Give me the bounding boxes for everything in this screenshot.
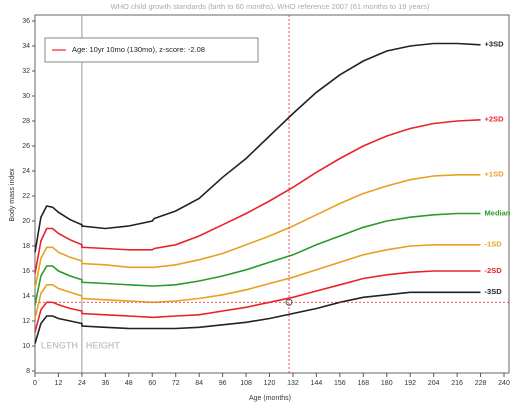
- x-tick-label: 96: [219, 380, 227, 387]
- series-line: [34, 270, 481, 333]
- legend-box: [44, 37, 259, 63]
- marker-point: [285, 298, 293, 306]
- region-label: HEIGHT: [86, 340, 121, 350]
- y-tick-label: 10: [22, 343, 30, 350]
- series-label: -1SD: [485, 240, 503, 249]
- series-label: Median: [485, 208, 511, 217]
- series-line: [34, 42, 481, 253]
- series-line: [34, 291, 481, 344]
- x-tick-label: 168: [357, 380, 369, 387]
- x-axis-label: Age (months): [249, 395, 291, 402]
- y-tick-label: 8: [26, 368, 30, 375]
- y-tick-label: 22: [22, 193, 30, 200]
- series-label: -2SD: [485, 266, 503, 275]
- series-line: [34, 119, 481, 274]
- x-tick-label: 84: [195, 380, 203, 387]
- series-line: [34, 212, 481, 305]
- series-line: [34, 244, 481, 319]
- series-label: +2SD: [485, 115, 505, 124]
- x-tick-label: 108: [240, 380, 252, 387]
- y-tick-label: 20: [22, 218, 30, 225]
- series-label: -3SD: [485, 287, 503, 296]
- x-tick-label: 48: [125, 380, 133, 387]
- y-tick-label: 30: [22, 93, 30, 100]
- legend-label: Age: 10yr 10mo (130mo), z-score: -2.08: [72, 45, 205, 54]
- x-tick-label: 228: [475, 380, 487, 387]
- y-tick-label: 26: [22, 143, 30, 150]
- x-tick-label: 0: [33, 380, 37, 387]
- y-tick-label: 28: [22, 118, 30, 125]
- plot-frame: [34, 14, 510, 374]
- y-tick-label: 18: [22, 243, 30, 250]
- y-tick-label: 32: [22, 68, 30, 75]
- x-tick-label: 156: [334, 380, 346, 387]
- x-tick-label: 216: [451, 380, 463, 387]
- x-tick-label: 36: [101, 380, 109, 387]
- series-label: +1SD: [485, 170, 505, 179]
- chart-title: WHO child growth standards (birth to 60 …: [111, 2, 430, 11]
- series-line: [34, 174, 481, 289]
- x-tick-label: 144: [311, 380, 323, 387]
- y-tick-label: 34: [22, 43, 30, 50]
- x-tick-label: 60: [148, 380, 156, 387]
- x-tick-label: 120: [264, 380, 276, 387]
- region-label: LENGTH: [41, 340, 78, 350]
- x-tick-label: 204: [428, 380, 440, 387]
- x-tick-label: 132: [287, 380, 299, 387]
- x-tick-label: 12: [55, 380, 63, 387]
- y-axis-label: Body mass index: [9, 168, 16, 222]
- x-tick-label: 240: [498, 380, 510, 387]
- series-label: +3SD: [485, 40, 505, 49]
- x-tick-label: 72: [172, 380, 180, 387]
- y-tick-label: 12: [22, 318, 30, 325]
- y-tick-label: 36: [22, 18, 30, 25]
- x-tick-label: 24: [78, 380, 86, 387]
- x-tick-label: 192: [404, 380, 416, 387]
- x-tick-label: 180: [381, 380, 393, 387]
- y-tick-label: 16: [22, 268, 30, 275]
- y-tick-label: 14: [22, 293, 30, 300]
- y-tick-label: 24: [22, 168, 30, 175]
